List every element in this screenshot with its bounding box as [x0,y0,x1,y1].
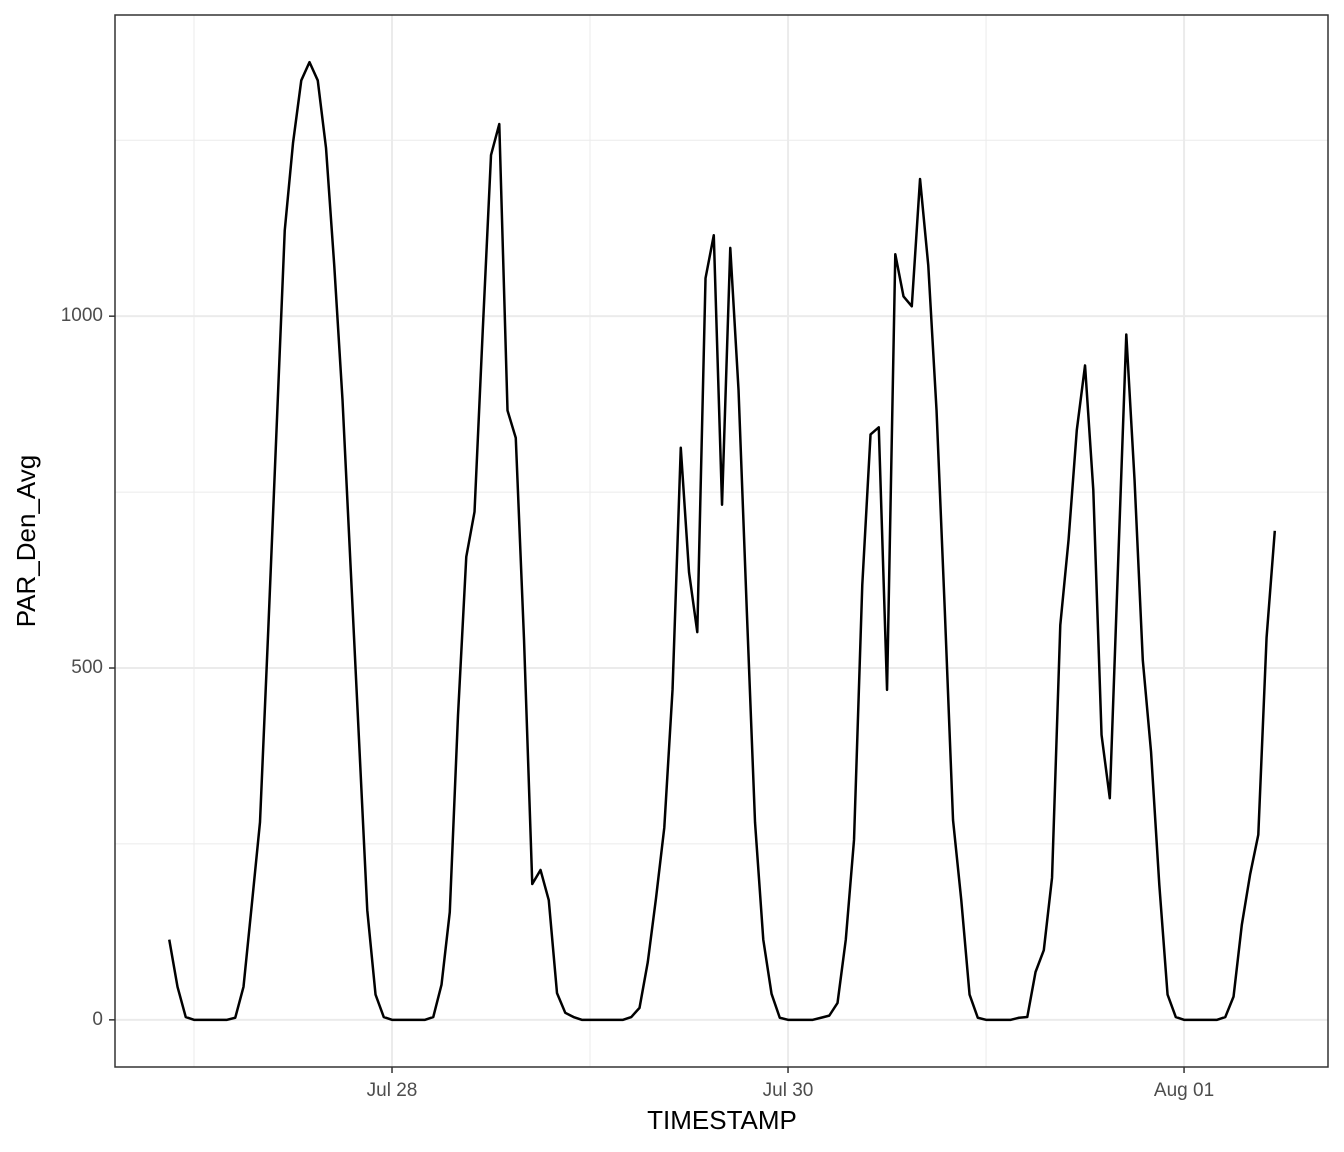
panel-border [114,14,1329,1068]
data-line [168,60,1277,1022]
y-tick-label: 500 [71,657,103,678]
x-tick-label: Jul 30 [763,1080,814,1101]
y-tick-label: 1000 [61,305,103,326]
grid [115,15,1328,1067]
x-tick-label: Aug 01 [1154,1080,1214,1101]
plot [168,60,1277,1022]
x-axis-title: TIMESTAMP [647,1105,797,1135]
y-axis-title: PAR_Den_Avg [11,455,41,627]
y-tick-label: 0 [92,1009,103,1030]
x-tick-label: Jul 28 [367,1080,418,1101]
